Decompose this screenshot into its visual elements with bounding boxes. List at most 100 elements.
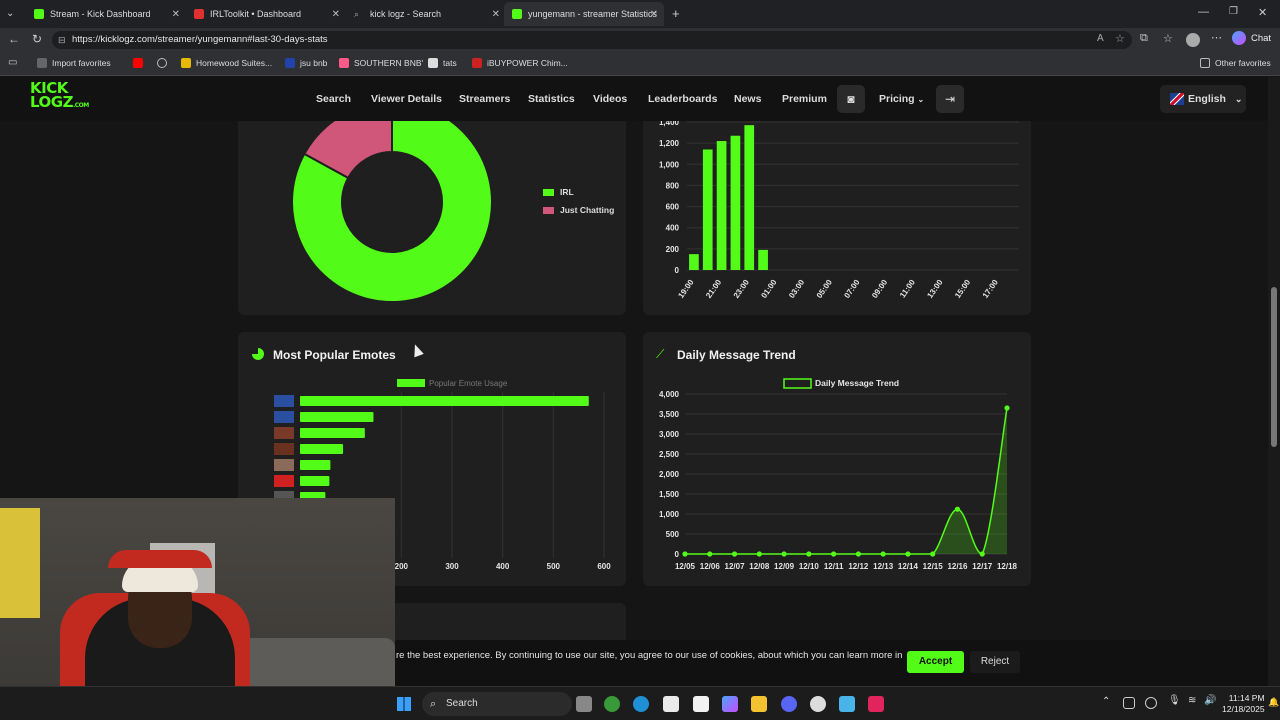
read-aloud-icon[interactable]: A (1097, 33, 1104, 44)
trend-point-12-14 (905, 551, 911, 557)
emote-image-icon (274, 427, 294, 439)
tab-kicklogz-search[interactable]: ⌕ kick logz - Search ✕ (346, 2, 506, 26)
tab-irltoolkit[interactable]: IRLToolkit • Dashboard ✕ (186, 2, 346, 26)
tab-actions-icon[interactable]: ⌄ (6, 8, 15, 19)
legend-item-irl[interactable]: IRL (543, 187, 574, 197)
back-icon[interactable]: ← (8, 32, 20, 46)
tray-app-icon[interactable] (1145, 697, 1157, 709)
nav-leaderboards[interactable]: Leaderboards (648, 93, 718, 105)
collections-icon[interactable]: ▭ (8, 57, 18, 68)
search-icon: ⌕ (354, 9, 360, 19)
volume-icon[interactable]: 🔊 (1204, 695, 1217, 706)
app-icon[interactable] (868, 696, 884, 712)
profile-avatar[interactable] (1186, 33, 1200, 47)
tab-title: Stream - Kick Dashboard (50, 9, 151, 19)
uk-flag-icon (1170, 93, 1184, 105)
bookmark-southern-bnb[interactable]: SOUTHERN BNB' (339, 58, 423, 68)
legend-item-just-chatting[interactable]: Just Chatting (543, 205, 614, 215)
trend-area (685, 408, 1007, 554)
nav-streamers[interactable]: Streamers (459, 93, 511, 105)
notepad-icon[interactable] (693, 696, 709, 712)
x-tick-label: 12/08 (749, 562, 770, 571)
x-tick-label: 19:00 (676, 278, 695, 300)
login-button[interactable]: ⇥ (936, 85, 964, 113)
emote-bar (300, 444, 344, 454)
y-tick-label: 500 (666, 530, 680, 539)
minimize-icon[interactable]: — (1198, 6, 1209, 18)
favorite-star-icon[interactable]: ☆ (1115, 33, 1125, 45)
emote-image-icon (274, 443, 294, 455)
nav-viewer-details[interactable]: Viewer Details (371, 93, 443, 105)
nav-news[interactable]: News (734, 93, 762, 105)
url-field[interactable]: ⊟ https://kicklogz.com/streamer/yungeman… (52, 31, 1132, 49)
tab-streamer-statistics[interactable]: yungemann - streamer Statistics ✕ (504, 2, 664, 26)
reject-cookies-button[interactable]: Reject (970, 651, 1020, 673)
copilot-icon[interactable] (722, 696, 738, 712)
notes-icon[interactable] (839, 696, 855, 712)
trend-point-12-06 (707, 551, 713, 557)
page-scrollbar[interactable] (1268, 77, 1280, 686)
taskbar-clock[interactable]: 11:14 PM 12/18/2025 (1222, 693, 1265, 715)
nav-premium[interactable]: Premium (782, 93, 827, 105)
nav-videos[interactable]: Videos (593, 93, 628, 105)
close-icon[interactable]: ✕ (491, 8, 500, 20)
bookmark-label: Import favorites (52, 58, 111, 68)
tab-kick-dashboard[interactable]: Stream - Kick Dashboard ✕ (26, 2, 186, 26)
close-icon[interactable]: ✕ (171, 8, 180, 20)
close-icon[interactable]: ✕ (649, 8, 658, 20)
tray-chevron-icon[interactable]: ⌃ (1102, 696, 1111, 707)
scrollbar-thumb[interactable] (1271, 287, 1277, 447)
nav-pricing[interactable]: Pricing ⌄ (879, 93, 925, 105)
bookmark-youtube[interactable] (133, 58, 148, 68)
store-icon[interactable] (663, 696, 679, 712)
xbox-icon[interactable] (604, 696, 620, 712)
notification-bell-icon[interactable]: 🔔 (1268, 697, 1280, 707)
site-info-icon[interactable]: ⊟ (58, 35, 66, 45)
discord-button[interactable]: ◙ (837, 85, 865, 113)
hourly-activity-card: 1,400 1,200 1,000 800 600 400 200 0 19:00 21:00 23… (643, 121, 1031, 315)
new-tab-icon[interactable]: + (672, 6, 680, 21)
accept-cookies-button[interactable]: Accept (907, 651, 964, 673)
more-menu-icon[interactable]: ⋯ (1211, 32, 1222, 44)
window-close-icon[interactable]: ✕ (1258, 7, 1268, 19)
nav-search[interactable]: Search (316, 93, 352, 105)
folder-icon (37, 58, 47, 68)
language-selector[interactable]: English ⌄ (1160, 85, 1246, 113)
start-windows-icon[interactable] (397, 697, 411, 711)
bookmark-jsu-bnb[interactable]: jsu bnb (285, 58, 327, 68)
legend-label: Popular Emote Usage (429, 379, 508, 388)
refresh-icon[interactable]: ↻ (32, 32, 43, 46)
trend-point-12-13 (880, 551, 886, 557)
task-view-icon[interactable] (576, 696, 592, 712)
discord-icon[interactable] (781, 696, 797, 712)
restore-icon[interactable]: ❐ (1229, 6, 1238, 17)
kicklogz-logo[interactable]: KICK LOGZ.COM (30, 81, 92, 115)
favorites-icon[interactable]: ☆ (1163, 33, 1173, 45)
bookmark-label: Other favorites (1215, 58, 1271, 68)
microphone-icon[interactable]: 🎙 (1168, 695, 1181, 706)
y-tick-label: 3,000 (659, 430, 680, 439)
file-explorer-icon[interactable] (751, 696, 767, 712)
wifi-icon[interactable]: ≋ (1188, 695, 1197, 706)
windows-taskbar: ⌕ Search ⌃ 🎙 ≋ 🔊 11:14 PM 12/18/2025 🔔 (0, 686, 1280, 720)
daily-message-trend-card: ⟋ Daily Message Trend Daily Message Tren… (643, 332, 1031, 586)
bookmark-homewood[interactable]: Homewood Suites... (181, 58, 272, 68)
y-tick-label: 400 (666, 224, 680, 233)
extensions-icon[interactable]: ⧉ (1140, 32, 1148, 44)
copilot-chat-button[interactable]: Chat (1232, 31, 1271, 45)
edge-icon[interactable] (633, 696, 649, 712)
x-tick-label: 17:00 (981, 278, 1000, 300)
nav-statistics[interactable]: Statistics (528, 93, 575, 105)
emote-bar (300, 476, 330, 486)
bookmark-import-favorites[interactable]: Import favorites (37, 58, 111, 68)
close-icon[interactable]: ✕ (331, 8, 340, 20)
tray-app-icon[interactable] (1123, 697, 1135, 709)
legend-label: Just Chatting (560, 205, 615, 215)
bookmark-other-favorites[interactable]: Other favorites (1200, 58, 1271, 68)
ibuypower-icon (472, 58, 482, 68)
bookmark-tats[interactable]: tats (428, 58, 457, 68)
chrome-icon[interactable] (810, 696, 826, 712)
bookmark-ibuypower[interactable]: iBUYPOWER Chim... (472, 58, 568, 68)
bookmark-globe[interactable] (157, 58, 172, 68)
taskbar-search[interactable]: ⌕ Search (422, 692, 572, 716)
